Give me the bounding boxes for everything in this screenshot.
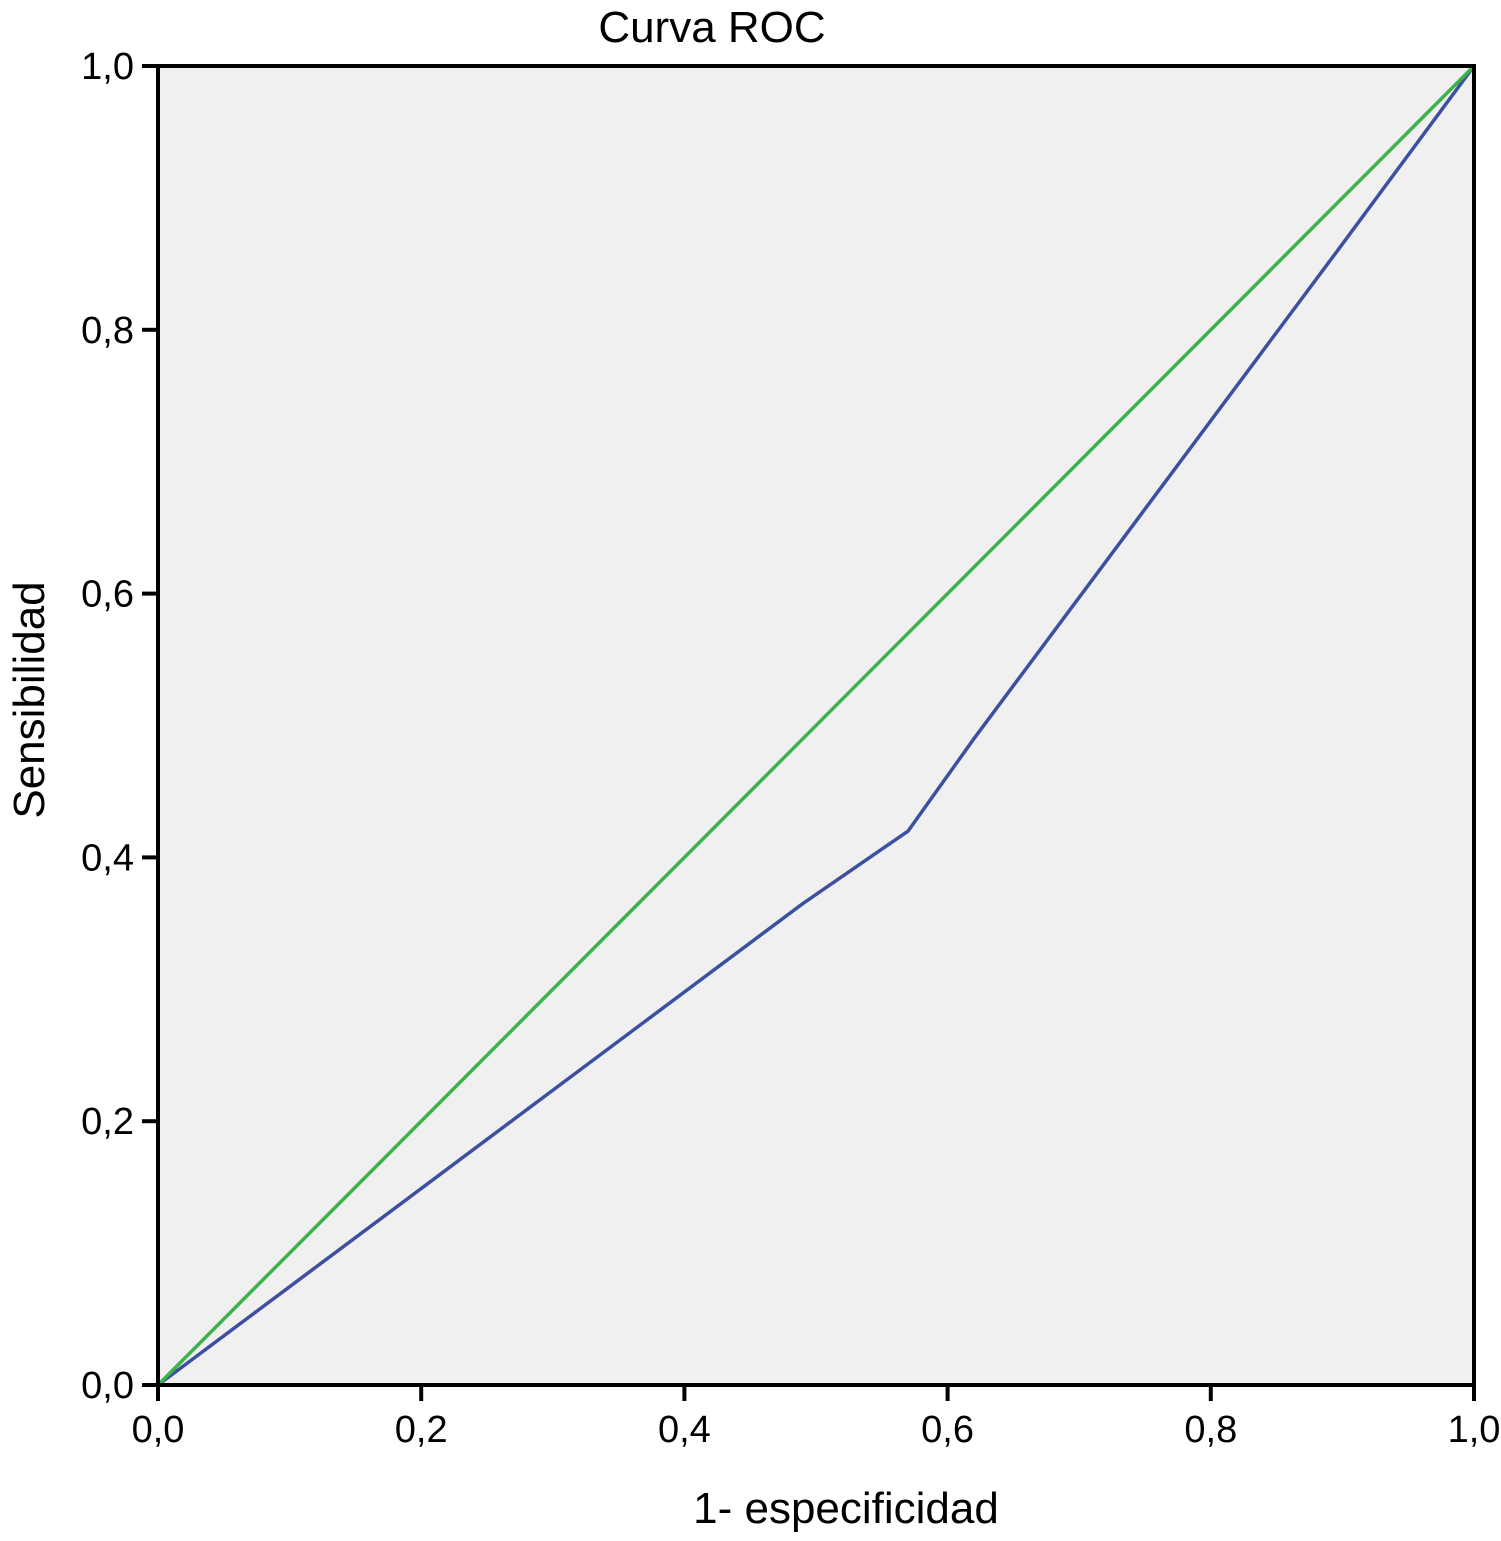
x-tick-label: 0,8 <box>1184 1409 1237 1451</box>
roc-curve-line <box>156 64 1476 1387</box>
y-tick-label: 0,8 <box>81 310 134 352</box>
x-tick-label: 0,0 <box>132 1409 185 1451</box>
y-tick-label: 0,0 <box>81 1365 134 1407</box>
y-axis-ticks: 0,0 0,2 0,4 0,6 0,8 1,0 <box>81 46 158 1407</box>
y-tick-label: 1,0 <box>81 46 134 88</box>
plot-frame <box>156 64 1476 1387</box>
x-tick-label: 0,4 <box>658 1409 711 1451</box>
x-axis-label: 1- especificidad <box>693 1484 999 1533</box>
series-layer <box>156 64 1476 1387</box>
chart-title: Curva ROC <box>598 3 825 52</box>
y-tick-label: 0,6 <box>81 574 134 616</box>
x-tick-label: 0,6 <box>921 1409 974 1451</box>
reference-line <box>156 64 1476 1387</box>
x-axis-ticks: 0,0 0,2 0,4 0,6 0,8 1,0 <box>132 1385 1501 1451</box>
y-tick-label: 0,2 <box>81 1101 134 1143</box>
x-tick-label: 1,0 <box>1448 1409 1501 1451</box>
y-tick-label: 0,4 <box>81 837 134 879</box>
y-axis-label: Sensibilidad <box>5 581 54 818</box>
x-tick-label: 0,2 <box>395 1409 448 1451</box>
